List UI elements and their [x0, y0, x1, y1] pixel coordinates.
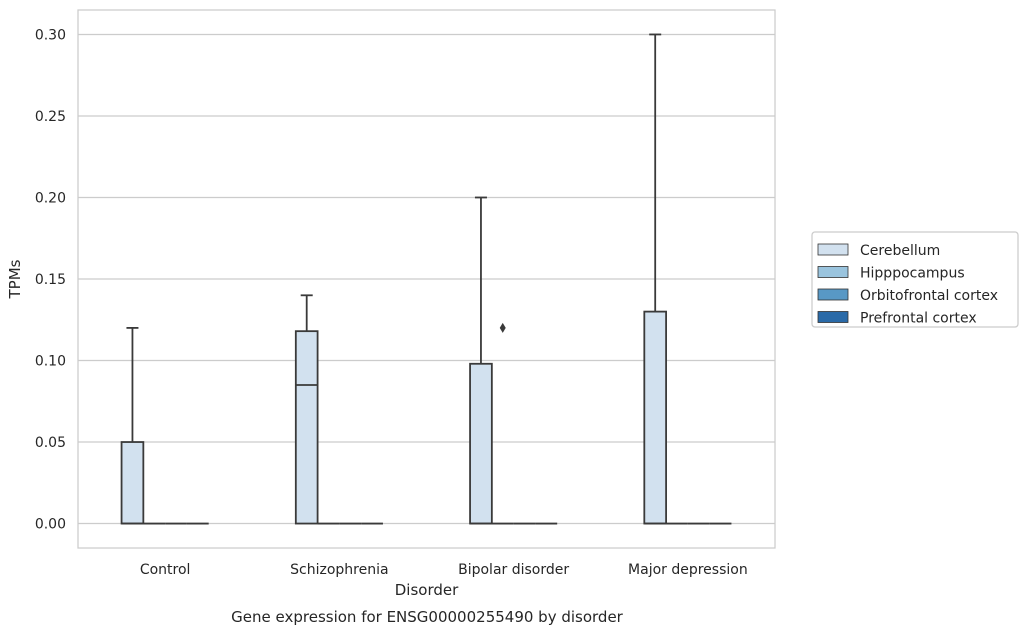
box-body	[643, 310, 667, 525]
legend-frame	[811, 231, 1019, 328]
y-tick-label: 0.25	[35, 109, 66, 125]
y-tick-label: 0.05	[35, 435, 66, 451]
legend-label: Hipppocampus	[860, 266, 965, 282]
box-body	[120, 441, 145, 525]
box-1-2	[491, 322, 514, 525]
box-0-3	[643, 33, 667, 525]
x-axis-label: Disorder	[395, 581, 459, 599]
y-tick-label: 0.15	[35, 272, 66, 288]
grid-lines	[78, 33, 775, 525]
y-tick-labels: 0.00 0.05 0.10 0.15 0.20 0.25 0.30	[35, 27, 66, 532]
legend-swatch	[817, 266, 849, 278]
x-tick-label: Bipolar disorder	[458, 562, 569, 578]
box-0-1	[294, 294, 319, 525]
box-marks	[120, 33, 732, 525]
outlier-point	[499, 322, 506, 333]
y-tick-label: 0.00	[35, 517, 66, 533]
legend-label: Orbitofrontal cortex	[860, 288, 998, 304]
box-body	[294, 330, 319, 525]
box-0-2	[469, 196, 493, 525]
x-tick-labels: Control Schizophrenia Bipolar disorder Majo…	[140, 562, 748, 578]
legend-label: Cerebellum	[860, 243, 940, 259]
y-tick-label: 0.10	[35, 354, 66, 370]
plot-frame	[77, 9, 776, 549]
legend: Cerebellum Hipppocampus Orbitofrontal cort…	[811, 231, 1019, 328]
legend-label: Prefrontal cortex	[860, 311, 977, 327]
y-tick-label: 0.30	[35, 27, 66, 43]
y-axis-label: TPMs	[6, 259, 24, 299]
x-tick-label: Major depression	[628, 562, 748, 578]
legend-swatch	[817, 243, 849, 256]
y-tick-label: 0.20	[35, 190, 66, 206]
figure-caption: Gene expression for ENSG00000255490 by d…	[231, 608, 624, 626]
x-tick-label: Control	[140, 562, 191, 578]
x-tick-label: Schizophrenia	[290, 562, 388, 578]
box-0-0	[120, 327, 145, 525]
box-body	[469, 362, 493, 525]
legend-swatch	[817, 311, 849, 323]
legend-swatch	[817, 288, 849, 301]
